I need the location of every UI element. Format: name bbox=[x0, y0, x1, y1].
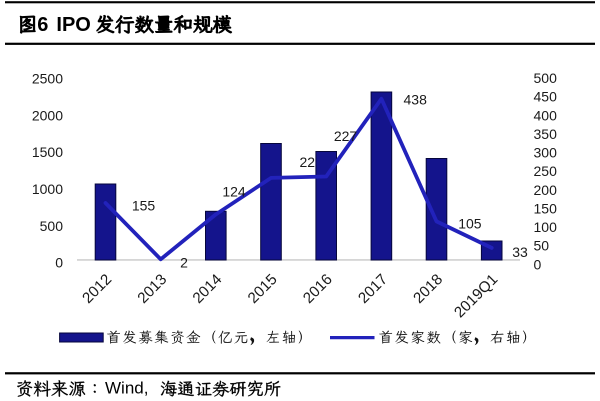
svg-text:0: 0 bbox=[55, 255, 63, 271]
svg-text:6: 6 bbox=[37, 14, 48, 36]
svg-text:155: 155 bbox=[132, 198, 156, 214]
svg-text:IPO: IPO bbox=[56, 14, 90, 36]
svg-text:0: 0 bbox=[534, 256, 542, 272]
svg-text:50: 50 bbox=[534, 238, 550, 254]
svg-text:2012: 2012 bbox=[79, 271, 115, 307]
svg-text:105: 105 bbox=[458, 216, 482, 232]
svg-text:1500: 1500 bbox=[32, 144, 63, 160]
svg-text:Wind,: Wind, bbox=[105, 379, 148, 398]
svg-text:2013: 2013 bbox=[134, 271, 170, 307]
svg-text:250: 250 bbox=[534, 163, 558, 179]
svg-text:200: 200 bbox=[534, 182, 558, 198]
svg-text:438: 438 bbox=[404, 91, 428, 107]
svg-text:100: 100 bbox=[534, 219, 558, 235]
svg-text:2015: 2015 bbox=[245, 271, 281, 307]
svg-text:400: 400 bbox=[534, 107, 558, 123]
svg-text:450: 450 bbox=[534, 89, 558, 105]
svg-text:2000: 2000 bbox=[32, 107, 63, 123]
svg-text:2018: 2018 bbox=[410, 271, 446, 307]
svg-text:2014: 2014 bbox=[190, 271, 226, 307]
svg-text:1000: 1000 bbox=[32, 181, 63, 197]
svg-text:33: 33 bbox=[512, 244, 528, 260]
svg-text:2016: 2016 bbox=[300, 271, 336, 307]
svg-text:227: 227 bbox=[334, 128, 358, 144]
svg-text:150: 150 bbox=[534, 200, 558, 216]
svg-text:350: 350 bbox=[534, 126, 558, 142]
svg-text:2: 2 bbox=[180, 255, 188, 271]
svg-text:300: 300 bbox=[534, 145, 558, 161]
svg-text:124: 124 bbox=[222, 184, 246, 200]
svg-text:2017: 2017 bbox=[355, 271, 391, 307]
svg-text:2019Q1: 2019Q1 bbox=[451, 271, 501, 321]
svg-text:500: 500 bbox=[40, 218, 64, 234]
svg-text:500: 500 bbox=[534, 70, 558, 86]
svg-text:2500: 2500 bbox=[32, 70, 63, 86]
